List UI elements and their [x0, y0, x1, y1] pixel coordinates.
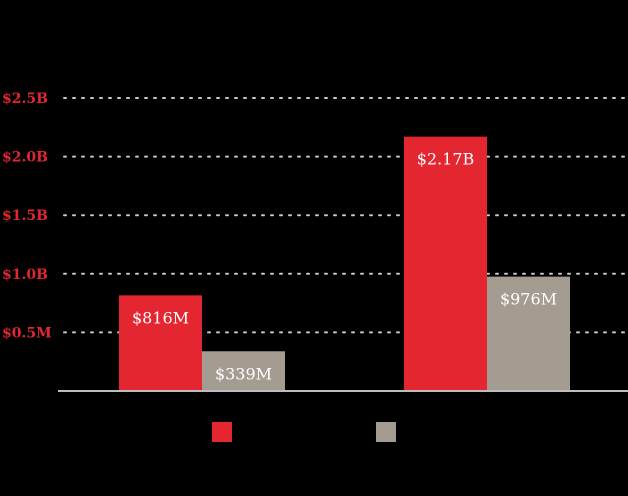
y-tick-label: $1.5B: [2, 208, 48, 224]
bar-value-label: $2.17B: [417, 150, 475, 169]
bar-value-label: $816M: [132, 308, 189, 327]
bar: [487, 276, 570, 391]
y-tick-label: $2.5B: [2, 91, 48, 107]
bar: [404, 136, 487, 391]
bar: [119, 295, 202, 391]
bar-value-label: $339M: [215, 364, 272, 383]
y-tick-label: $2.0B: [2, 150, 48, 166]
y-tick-label: $0.5M: [2, 325, 52, 341]
y-tick-label: $1.0B: [2, 267, 48, 283]
bar-value-label: $976M: [500, 290, 557, 309]
legend-swatch: [376, 422, 396, 442]
bar: [202, 351, 285, 391]
legend-swatch: [212, 422, 232, 442]
